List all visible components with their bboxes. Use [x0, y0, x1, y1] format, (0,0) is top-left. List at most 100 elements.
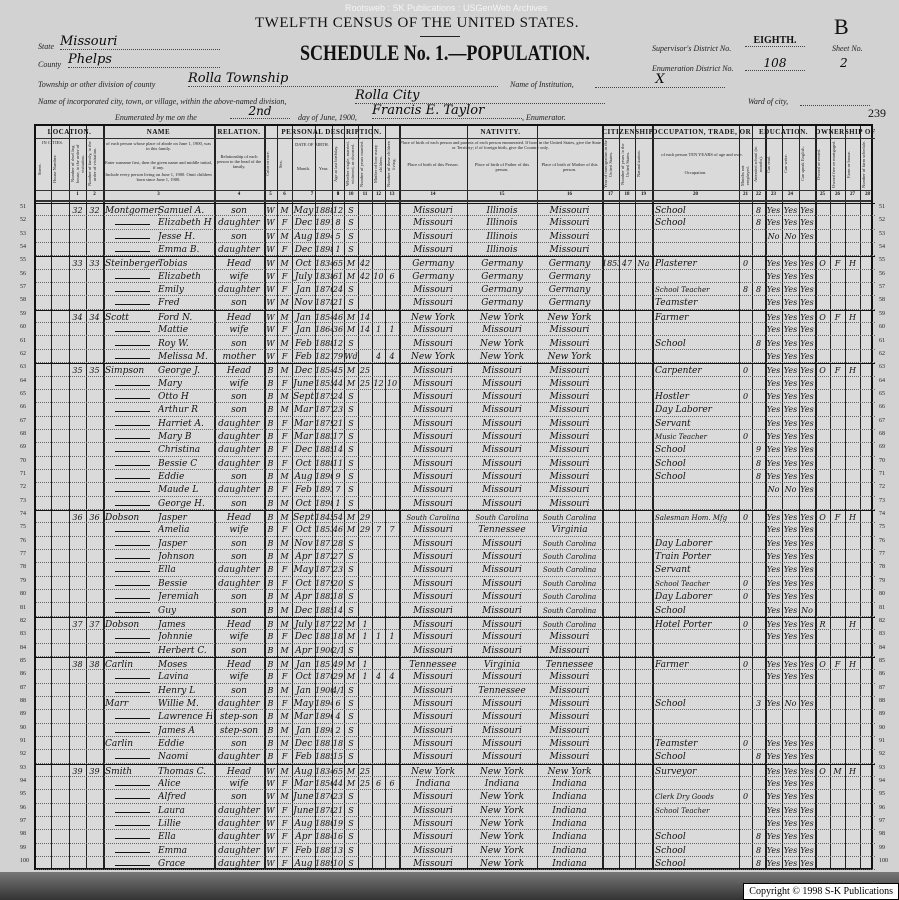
cell-yr: 1851 [315, 659, 332, 669]
cell-rel: son [231, 739, 247, 749]
cell-ms: S [348, 485, 354, 495]
cell-fm: F [834, 513, 841, 523]
table-row: Eddie son BM Aug18909S Missouri Missouri Misso… [36, 470, 875, 484]
column-divider [214, 126, 216, 868]
column-divider [332, 126, 333, 868]
column-number: 15 [499, 192, 505, 197]
group-underline [652, 138, 752, 139]
cell-col: B [267, 552, 274, 562]
line-number-left: 78 [20, 564, 26, 571]
cell-sex: M [280, 231, 289, 241]
given-name: Henry L [158, 685, 196, 696]
cell-yr: 1888 [315, 338, 332, 348]
cell-ym: 1 [362, 672, 368, 682]
line-number-right: 80 [879, 591, 885, 598]
line-number-left: 83 [20, 631, 26, 638]
cell-wr: Yes [783, 366, 798, 376]
column-number: 24 [788, 192, 793, 197]
column-header-write: Can write. [783, 154, 788, 174]
cell-ms: M [346, 672, 356, 682]
cell-en: Yes [800, 259, 814, 269]
cell-ms: S [348, 431, 354, 441]
column-divider [799, 126, 800, 868]
cell-cl: 4 [389, 672, 395, 682]
cell-age: 6 [335, 698, 341, 708]
cell-age: 19 [332, 819, 344, 829]
cell-age: 8 [335, 218, 341, 228]
copyright-notice: Copyright © 1998 S-K Publications [743, 883, 899, 900]
cell-wr: Yes [783, 779, 798, 789]
cell-ym: 25 [359, 766, 371, 776]
ditto-mark [115, 798, 150, 800]
cell-yr: 1876 [315, 285, 332, 295]
cell-occ: School Teacher [655, 806, 710, 815]
ditto-mark [115, 691, 150, 693]
cell-fb: New York [479, 805, 525, 816]
cell-occ: Farmer [655, 659, 689, 670]
ditto-mark [115, 478, 150, 479]
cell-mo: Feb [295, 845, 312, 856]
cell-wr: Yes [783, 592, 798, 602]
cell-en: Yes [800, 698, 814, 708]
cell-mb: Missouri [549, 632, 590, 643]
cell-col: B [267, 685, 274, 695]
cell-mc: 1 [375, 632, 382, 642]
cell-col: W [266, 271, 275, 281]
cell-wr: Yes [783, 338, 798, 348]
cell-own: O [819, 366, 826, 376]
cell-col: B [267, 431, 274, 441]
line-number-left: 70 [20, 457, 26, 464]
cell-rel: son [231, 498, 247, 509]
cell-col: B [267, 672, 274, 682]
cell-mb: Germany [548, 271, 591, 282]
line-number-right: 96 [879, 804, 885, 811]
cell-age: 28 [332, 538, 344, 548]
table-row: Fred son WM Nov187821 S Missouri Germany German… [36, 296, 875, 310]
cell-fb: Missouri [482, 325, 522, 336]
line-number-left: 54 [20, 244, 26, 251]
cell-ms: M [346, 525, 356, 535]
cell-en: Yes [800, 218, 814, 228]
cell-wr: Yes [783, 578, 798, 588]
cell-rel: wife [229, 632, 249, 643]
cell-own: O [819, 659, 826, 669]
cell-fb: Germany [481, 298, 523, 309]
cell-fm: F [834, 259, 841, 269]
column-divider [277, 126, 278, 868]
cell-ms: S [348, 832, 354, 842]
surname: Carlin [105, 659, 134, 670]
cell-en: Yes [800, 431, 814, 441]
cell-col: B [267, 498, 274, 508]
cell-rel: daughter [218, 218, 260, 229]
line-number-right: 98 [879, 831, 885, 838]
cell-mb: Missouri [549, 752, 590, 763]
cell-age: 11 [332, 458, 344, 468]
cell-pb: Missouri [413, 206, 453, 216]
cell-sch: 8 [755, 752, 762, 762]
line-number-left: 58 [20, 297, 26, 304]
given-name: Elizabeth [158, 271, 201, 282]
table-row: Mattie wife WF Jan 186436M14 11 Missouri Missou… [36, 323, 875, 337]
cell-rd: Yes [766, 832, 781, 842]
cell-age: 45 [332, 366, 344, 376]
cell-mo: May [293, 565, 314, 576]
cell-fh: H [849, 619, 856, 629]
given-name: George J. [158, 366, 200, 377]
line-number-right: 63 [879, 364, 885, 371]
ditto-mark [115, 464, 150, 466]
given-name: Jeremiah [158, 592, 200, 603]
column-divider [344, 126, 345, 868]
column-header-month: Month. [296, 166, 311, 171]
cell-col: B [267, 725, 274, 735]
cell-une: 0 [742, 259, 749, 269]
cell-sex: F [281, 418, 288, 428]
cell-wr: Yes [783, 458, 798, 468]
cell-fb: Missouri [482, 431, 522, 442]
cell-age: 18 [332, 592, 344, 602]
table-row: Jeremiah son BM Apr188218 S Missouri Missouri S… [36, 590, 875, 604]
table-row: Harriet A. daughter BF Mar187921 S Missouri Mi… [36, 417, 875, 430]
cell-ms: M [346, 271, 356, 281]
